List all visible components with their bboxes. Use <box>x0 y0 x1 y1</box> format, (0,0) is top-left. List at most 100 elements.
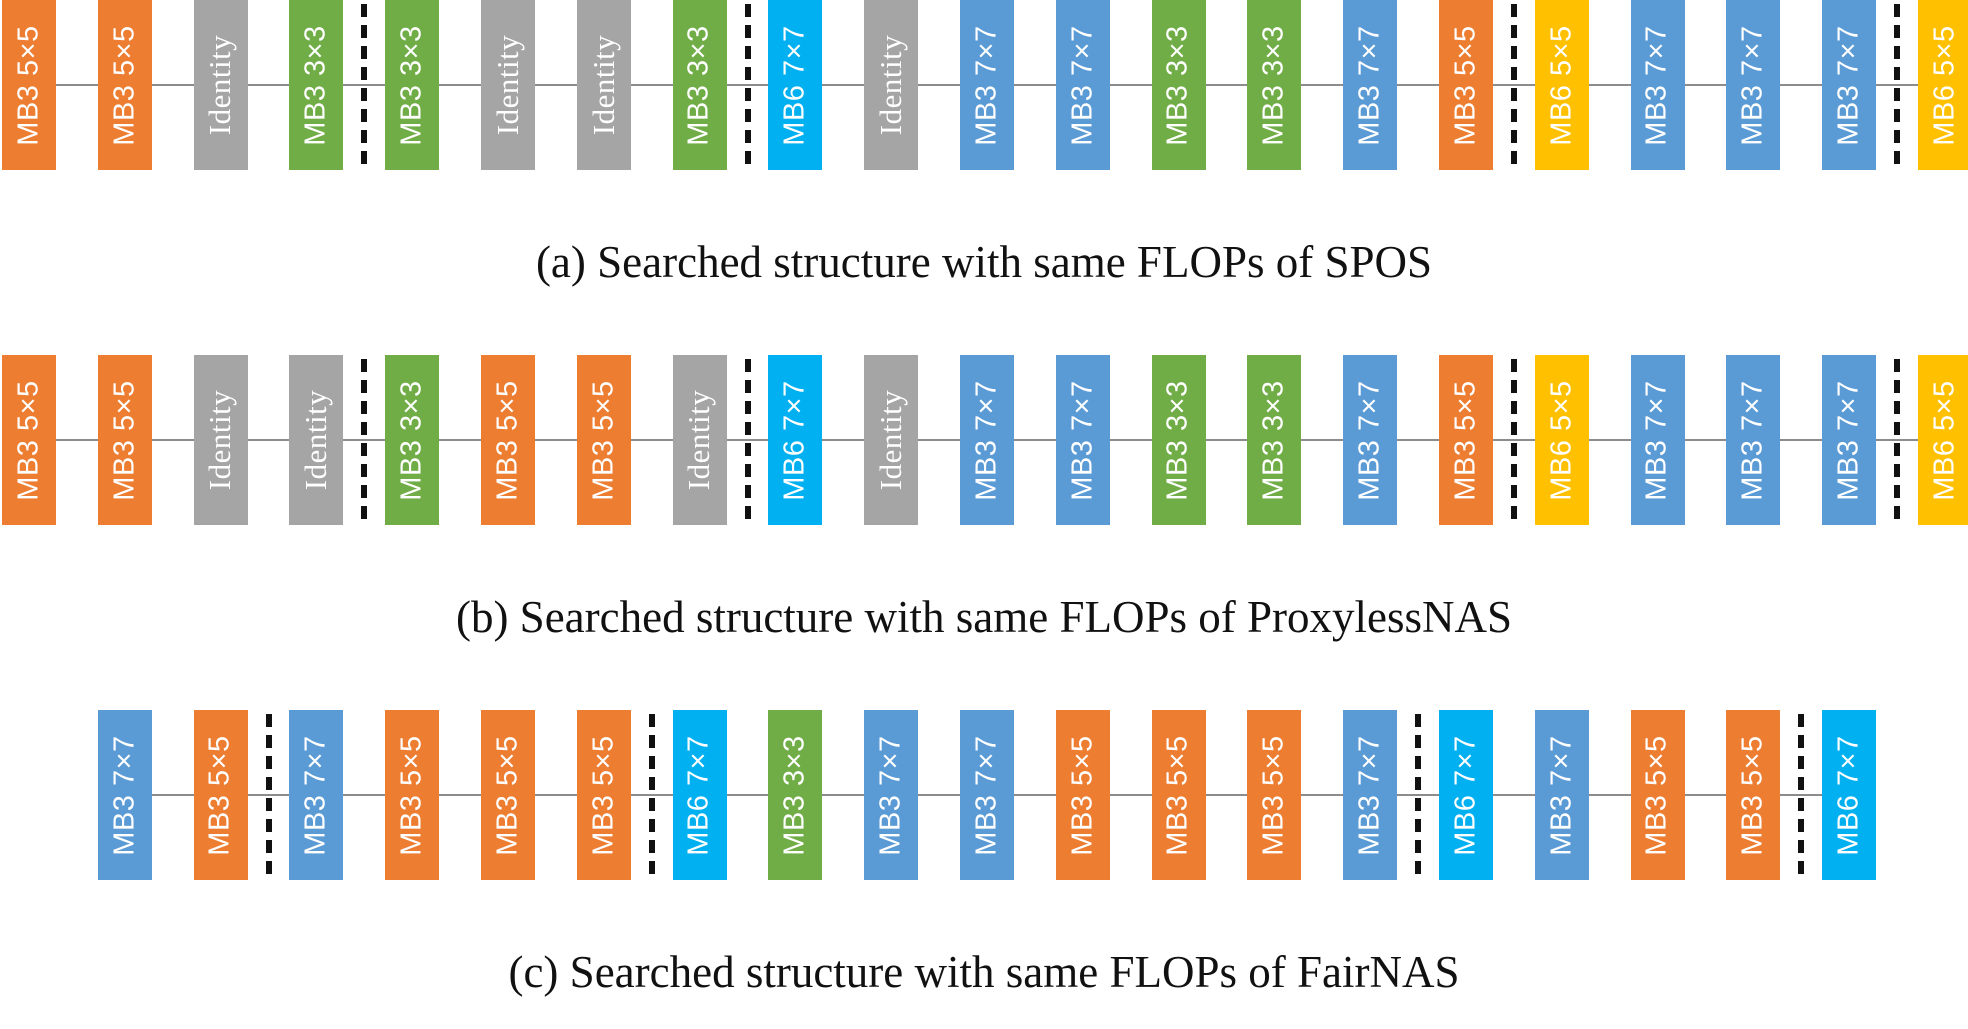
block-label: MB3 5×5 <box>1162 734 1195 856</box>
block-label: MB3 5×5 <box>587 379 620 501</box>
block-label: MB3 7×7 <box>1353 379 1386 501</box>
block-mb3-7-7: MB3 7×7 <box>1630 355 1685 525</box>
block-label: MB6 5×5 <box>1928 24 1961 146</box>
caption-fairnas: (c) Searched structure with same FLOPs o… <box>508 947 1460 997</box>
block-label: MB3 5×5 <box>1449 24 1482 146</box>
block-label: MB6 5×5 <box>1545 379 1578 501</box>
block-mb6-5-5: MB6 5×5 <box>1918 355 1968 525</box>
block-label: MB3 5×5 <box>1066 734 1099 856</box>
block-label: MB3 5×5 <box>108 379 141 501</box>
block-label: MB3 7×7 <box>1545 734 1578 856</box>
block-label: MB3 3×3 <box>683 24 716 146</box>
block-label: MB3 7×7 <box>1736 379 1769 501</box>
stage-divider <box>1894 359 1901 521</box>
block-mb3-7-7: MB3 7×7 <box>1630 0 1685 170</box>
block-mb3-7-7: MB3 7×7 <box>864 710 919 880</box>
block-label: MB3 5×5 <box>12 24 45 146</box>
block-mb3-3-3: MB3 3×3 <box>385 0 440 170</box>
block-mb3-5-5: MB3 5×5 <box>1247 710 1302 880</box>
block-mb3-5-5: MB3 5×5 <box>193 710 248 880</box>
block-mb3-3-3: MB3 3×3 <box>768 710 823 880</box>
block-mb3-3-3: MB3 3×3 <box>1247 355 1302 525</box>
block-label: MB3 5×5 <box>395 734 428 856</box>
block-mb3-7-7: MB3 7×7 <box>1822 0 1877 170</box>
block-identity: Identity <box>672 355 727 525</box>
block-mb3-5-5: MB3 5×5 <box>1151 710 1206 880</box>
block-mb3-5-5: MB3 5×5 <box>1726 710 1781 880</box>
structure-row-fairnas: MB3 7×7 MB3 5×5 MB3 7×7 MB3 5×5 MB3 5×5 MB3 5… <box>0 710 1968 880</box>
block-mb3-3-3: MB3 3×3 <box>672 0 727 170</box>
block-mb3-7-7: MB3 7×7 <box>960 710 1014 880</box>
stage-divider <box>265 714 272 876</box>
block-label: Identity <box>202 34 238 136</box>
block-mb3-7-7: MB3 7×7 <box>1055 355 1110 525</box>
stage-divider <box>1415 714 1422 876</box>
block-label: Identity <box>681 389 717 491</box>
block-mb3-7-7: MB3 7×7 <box>97 710 152 880</box>
block-mb6-5-5: MB6 5×5 <box>1918 0 1968 170</box>
block-mb3-5-5: MB3 5×5 <box>1439 355 1493 525</box>
block-mb3-5-5: MB3 5×5 <box>481 710 535 880</box>
block-label: MB6 5×5 <box>1545 24 1578 146</box>
block-mb3-7-7: MB3 7×7 <box>1534 710 1589 880</box>
stage-divider <box>1894 4 1901 166</box>
block-label: MB3 5×5 <box>1257 734 1290 856</box>
block-mb6-5-5: MB6 5×5 <box>1534 0 1589 170</box>
block-label: MB6 7×7 <box>683 734 716 856</box>
block-label: Identity <box>490 34 526 136</box>
stage-divider <box>648 714 655 876</box>
block-label: Identity <box>585 34 621 136</box>
block-label: Identity <box>202 389 238 491</box>
block-label: MB3 7×7 <box>1641 24 1674 146</box>
block-identity: Identity <box>576 0 631 170</box>
block-label: MB6 7×7 <box>778 379 811 501</box>
block-mb3-7-7: MB3 7×7 <box>1343 0 1398 170</box>
block-label: MB3 7×7 <box>1353 734 1386 856</box>
block-mb3-5-5: MB3 5×5 <box>576 355 631 525</box>
block-mb6-7-7: MB6 7×7 <box>672 710 727 880</box>
block-label: MB3 5×5 <box>1449 379 1482 501</box>
block-mb3-3-3: MB3 3×3 <box>289 0 344 170</box>
block-label: MB3 5×5 <box>587 734 620 856</box>
block-identity: Identity <box>864 0 919 170</box>
block-label: MB3 3×3 <box>1257 24 1290 146</box>
block-label: Identity <box>873 34 909 136</box>
stage-divider <box>1510 4 1517 166</box>
stage-divider <box>744 359 751 521</box>
block-label: MB3 7×7 <box>1066 379 1099 501</box>
block-mb3-7-7: MB3 7×7 <box>1055 0 1110 170</box>
block-label: MB3 3×3 <box>299 24 332 146</box>
block-label: MB3 5×5 <box>12 379 45 501</box>
block-label: MB3 7×7 <box>1641 379 1674 501</box>
block-label: MB3 3×3 <box>1162 24 1195 146</box>
block-mb3-3-3: MB3 3×3 <box>1151 355 1206 525</box>
block-mb3-3-3: MB3 3×3 <box>1151 0 1206 170</box>
structure-row-proxylessnas: MB3 5×5 MB3 5×5 Identity Identity MB3 3×3 MB3… <box>0 355 1968 525</box>
structure-row-spos: MB3 5×5 MB3 5×5 Identity MB3 3×3 MB3 3×3 Iden… <box>0 0 1968 170</box>
block-label: MB3 3×3 <box>778 734 811 856</box>
block-label: MB3 7×7 <box>108 734 141 856</box>
block-label: MB3 7×7 <box>970 734 1003 856</box>
block-label: MB6 7×7 <box>1832 734 1865 856</box>
block-mb3-5-5: MB3 5×5 <box>97 0 152 170</box>
block-mb6-5-5: MB6 5×5 <box>1534 355 1589 525</box>
stage-divider <box>361 4 368 166</box>
block-label: MB3 7×7 <box>1066 24 1099 146</box>
block-mb3-7-7: MB3 7×7 <box>289 710 344 880</box>
block-label: MB3 5×5 <box>108 24 141 146</box>
block-label: Identity <box>298 389 334 491</box>
block-mb3-3-3: MB3 3×3 <box>1247 0 1302 170</box>
block-identity: Identity <box>289 355 344 525</box>
block-label: MB3 7×7 <box>1832 24 1865 146</box>
block-mb6-7-7: MB6 7×7 <box>768 355 823 525</box>
block-mb6-7-7: MB6 7×7 <box>768 0 823 170</box>
block-label: MB3 7×7 <box>1736 24 1769 146</box>
stage-divider <box>1798 714 1805 876</box>
block-label: MB3 3×3 <box>1162 379 1195 501</box>
block-label: MB3 7×7 <box>970 24 1003 146</box>
block-mb3-5-5: MB3 5×5 <box>481 355 535 525</box>
block-label: MB3 3×3 <box>395 24 428 146</box>
caption-spos: (a) Searched structure with same FLOPs o… <box>535 237 1433 287</box>
block-mb3-7-7: MB3 7×7 <box>1726 355 1781 525</box>
